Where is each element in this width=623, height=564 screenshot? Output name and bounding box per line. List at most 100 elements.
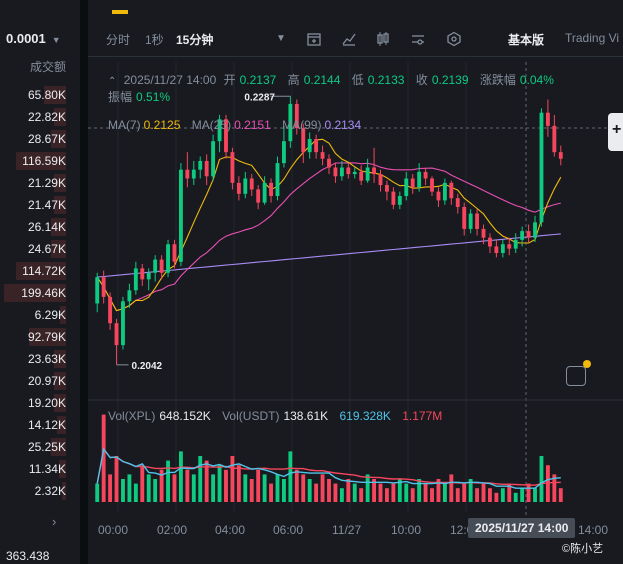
settings-sliders-icon[interactable] bbox=[410, 31, 426, 47]
interval-15m[interactable]: 15分钟 bbox=[176, 33, 214, 47]
volume-bar bbox=[404, 483, 409, 502]
candle-body bbox=[327, 158, 331, 168]
volume-depth-bar bbox=[4, 284, 66, 302]
volume-bar bbox=[230, 456, 235, 502]
open-value: 0.2137 bbox=[239, 73, 277, 87]
volume-value: 92.79K bbox=[27, 330, 66, 344]
vol-usdt-value: 138.61K bbox=[283, 409, 329, 423]
volume-depth-bar bbox=[58, 460, 66, 478]
volume-bar bbox=[339, 488, 344, 502]
volume-value: 6.29K bbox=[34, 308, 66, 322]
watermark: ©陈小艺 bbox=[562, 543, 604, 555]
volume-depth-bar bbox=[56, 416, 66, 434]
candle-body bbox=[269, 182, 273, 197]
volume-value: 25.25K bbox=[27, 440, 66, 454]
interval-1s[interactable]: 1秒 bbox=[145, 33, 164, 47]
volume-value: 26.14K bbox=[27, 220, 66, 234]
volume-depth-bar bbox=[53, 394, 66, 412]
x-tick: 02:00 bbox=[157, 523, 188, 537]
volume-bar bbox=[166, 460, 170, 502]
amplitude-legend: 振幅 0.51% bbox=[108, 88, 170, 105]
hexagon-settings-icon[interactable] bbox=[446, 31, 462, 47]
candle-body bbox=[475, 213, 480, 229]
chevron-right-icon[interactable]: › bbox=[52, 514, 57, 529]
candle-body bbox=[282, 141, 286, 164]
volume-value: 116.59K bbox=[22, 154, 66, 168]
volume-bar bbox=[146, 474, 151, 502]
volume-bar bbox=[320, 474, 325, 502]
candle-body bbox=[404, 178, 409, 197]
collapse-chevron-icon[interactable]: ⌃ bbox=[108, 76, 117, 87]
ohlc-legend: ⌃ 2025/11/27 14:00 开 0.2137 高 0.2144 低 0.21… bbox=[108, 71, 562, 88]
interval-more-chevron-icon[interactable]: ▼ bbox=[276, 33, 286, 44]
float-widget-icon[interactable] bbox=[566, 366, 586, 386]
volume-bar bbox=[391, 483, 396, 502]
ma25-line bbox=[96, 162, 561, 312]
candle-body bbox=[288, 103, 293, 142]
close-label: 收 bbox=[415, 73, 428, 87]
vol-xpl-label: Vol(XPL) bbox=[108, 409, 156, 423]
candle-body bbox=[391, 191, 396, 205]
volume-bar bbox=[288, 451, 293, 502]
volume-row: 21.47K bbox=[0, 194, 80, 216]
volume-bar bbox=[217, 465, 222, 502]
volume-bar bbox=[494, 492, 499, 502]
candle-body bbox=[185, 169, 190, 179]
volume-row: 24.67K bbox=[0, 238, 80, 260]
volume-depth-bar bbox=[53, 350, 66, 368]
volume-bar bbox=[275, 474, 280, 502]
candle-body bbox=[275, 163, 280, 197]
volume-column-title: 成交额 bbox=[29, 60, 66, 74]
volume-value: 199.46K bbox=[21, 286, 66, 300]
candle-body bbox=[301, 128, 306, 153]
candle-body bbox=[256, 189, 261, 203]
version-tradingview[interactable]: Trading Vi bbox=[565, 31, 620, 45]
candle-body bbox=[539, 112, 544, 223]
candle-body bbox=[365, 167, 370, 181]
version-basic[interactable]: 基本版 bbox=[508, 33, 545, 47]
volume-value: 23.63K bbox=[27, 352, 66, 366]
high-value: 0.2144 bbox=[303, 73, 341, 87]
volume-depth-bar bbox=[16, 262, 66, 280]
vol-ma1-value: 619.328K bbox=[339, 409, 391, 423]
candle-body bbox=[133, 268, 138, 291]
volume-bar bbox=[301, 474, 306, 502]
volume-bar bbox=[95, 483, 100, 502]
volume-bar bbox=[488, 488, 492, 502]
volume-row: 6.29K bbox=[0, 304, 80, 326]
add-order-button[interactable]: + bbox=[608, 113, 623, 151]
candle-body bbox=[468, 213, 473, 229]
volume-bar bbox=[133, 483, 138, 502]
candle-body bbox=[526, 231, 531, 238]
volume-bar bbox=[191, 474, 196, 502]
volume-bar bbox=[423, 483, 428, 502]
volume-value: 21.47K bbox=[27, 198, 66, 212]
candle-body bbox=[520, 231, 525, 240]
ma7-label: MA(7) bbox=[108, 118, 141, 132]
volume-value: 28.67K bbox=[27, 132, 66, 146]
volume-bar bbox=[236, 465, 241, 502]
calendar-plus-icon[interactable] bbox=[306, 31, 322, 47]
candle-body bbox=[172, 244, 177, 262]
volume-bar bbox=[307, 479, 312, 502]
volume-bar bbox=[526, 483, 531, 502]
line-chart-icon[interactable] bbox=[341, 31, 357, 47]
volume-bar bbox=[410, 488, 415, 502]
price-step-select[interactable]: 0.0001 ▼ bbox=[6, 31, 61, 46]
candle-body bbox=[507, 244, 512, 249]
chevron-down-icon: ▼ bbox=[51, 35, 61, 45]
candlestick-chart[interactable]: 0.2287 0.2042 bbox=[88, 0, 623, 564]
volume-bar bbox=[256, 469, 261, 502]
candle-icon[interactable] bbox=[375, 31, 391, 47]
candle-body bbox=[224, 119, 228, 153]
volume-bar bbox=[385, 488, 389, 502]
volume-bar bbox=[314, 483, 319, 502]
volume-row: 26.14K bbox=[0, 216, 80, 238]
volume-depth-bar bbox=[53, 372, 66, 390]
interval-timeline[interactable]: 分时 bbox=[106, 33, 131, 47]
candle-body bbox=[552, 125, 557, 153]
volume-depth-bar bbox=[50, 438, 66, 456]
volume-bar bbox=[269, 483, 273, 502]
candle-body bbox=[494, 246, 499, 254]
high-label: 高 bbox=[287, 73, 300, 87]
